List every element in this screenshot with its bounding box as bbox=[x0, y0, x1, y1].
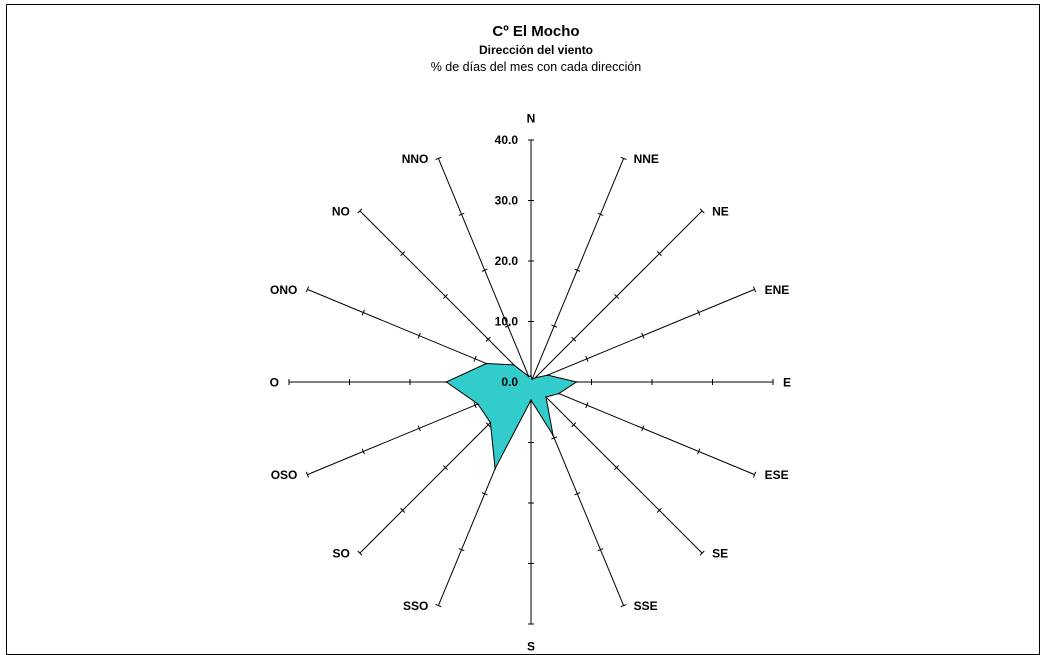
data-point-ese bbox=[558, 392, 560, 395]
tick-mark-ese-2 bbox=[641, 425, 645, 432]
direction-label-sso: SSO bbox=[403, 599, 428, 613]
tick-mark-ono-4 bbox=[305, 286, 310, 293]
tick-mark-sso-3 bbox=[458, 548, 465, 552]
direction-label-n: N bbox=[527, 112, 536, 126]
data-point-ono bbox=[485, 362, 488, 365]
data-point-ne bbox=[534, 376, 537, 379]
tick-mark-no-3 bbox=[400, 251, 406, 257]
data-point-o bbox=[445, 381, 448, 383]
tick-mark-se-4 bbox=[699, 550, 705, 556]
data-point-nno bbox=[527, 375, 530, 378]
direction-label-sse: SSE bbox=[634, 599, 658, 613]
tick-mark-sse-2 bbox=[574, 492, 581, 496]
direction-label-ese: ESE bbox=[765, 468, 789, 482]
tick-mark-nne-2 bbox=[574, 268, 581, 272]
tick-mark-nne-4 bbox=[620, 156, 627, 161]
tick-mark-no-1 bbox=[485, 336, 491, 342]
tick-mark-nno-2 bbox=[481, 268, 488, 272]
data-point-n bbox=[530, 375, 532, 377]
tick-mark-ono-2 bbox=[417, 332, 421, 339]
data-point-s bbox=[530, 399, 532, 401]
data-point-oso bbox=[477, 403, 479, 405]
radial-tick-label: 30.0 bbox=[495, 194, 519, 208]
tick-mark-ne-2 bbox=[614, 293, 620, 299]
data-point-e bbox=[575, 381, 578, 383]
direction-label-ene: ENE bbox=[765, 283, 790, 297]
chart-caption: % de días del mes con cada dirección bbox=[430, 60, 642, 74]
tick-mark-ne-4 bbox=[699, 208, 705, 214]
chart-subtitle: Dirección del viento bbox=[478, 43, 594, 57]
tick-mark-se-2 bbox=[614, 465, 620, 471]
tick-mark-sse-4 bbox=[620, 603, 627, 608]
tick-mark-ese-4 bbox=[752, 471, 757, 478]
radial-tick-label: 0.0 bbox=[501, 375, 518, 389]
tick-mark-ono-1 bbox=[473, 355, 477, 362]
direction-label-so: SO bbox=[333, 547, 350, 561]
series-layer bbox=[445, 362, 578, 471]
radial-tick-label: 20.0 bbox=[495, 254, 519, 268]
tick-mark-nne-3 bbox=[597, 212, 604, 216]
tick-mark-sse-1 bbox=[551, 436, 558, 440]
tick-mark-no-2 bbox=[442, 293, 448, 299]
direction-label-ono: ONO bbox=[270, 283, 297, 297]
data-point-sse bbox=[552, 434, 554, 436]
direction-label-ne: NE bbox=[712, 204, 729, 218]
tick-mark-oso-1 bbox=[473, 402, 477, 409]
tick-mark-sso-2 bbox=[481, 492, 488, 496]
direction-label-e: E bbox=[783, 376, 791, 390]
tick-mark-sse-3 bbox=[597, 548, 604, 552]
direction-label-nne: NNE bbox=[634, 152, 659, 166]
tick-mark-se-3 bbox=[656, 507, 662, 513]
data-point-se bbox=[545, 396, 547, 398]
chart-frame bbox=[6, 4, 1040, 655]
tick-mark-so-2 bbox=[442, 465, 448, 471]
tick-mark-ne-3 bbox=[656, 251, 662, 257]
tick-mark-se-1 bbox=[571, 422, 577, 428]
direction-label-o: O bbox=[270, 376, 279, 390]
tick-mark-nne-1 bbox=[551, 324, 558, 328]
tick-mark-nno-3 bbox=[458, 212, 465, 216]
direction-label-nno: NNO bbox=[402, 152, 429, 166]
tick-mark-oso-4 bbox=[305, 471, 310, 478]
tick-mark-oso-3 bbox=[361, 448, 365, 455]
tick-mark-ene-2 bbox=[641, 332, 645, 339]
radial-tick-label: 40.0 bbox=[495, 133, 519, 147]
tick-mark-ono-3 bbox=[361, 309, 365, 316]
direction-label-no: NO bbox=[332, 204, 350, 218]
tick-mark-nno-1 bbox=[504, 324, 511, 328]
chart-titles: Cº El Mocho Dirección del viento % de dí… bbox=[0, 23, 1048, 75]
direction-labels: N NNE NE ENE E ESE SE SSE S SSO SO OSO O ONO NO NNO bbox=[270, 112, 791, 654]
tick-mark-ene-1 bbox=[585, 355, 589, 362]
tick-mark-so-4 bbox=[357, 550, 363, 556]
direction-label-oso: OSO bbox=[271, 468, 298, 482]
direction-label-s: S bbox=[527, 640, 535, 654]
tick-mark-so-1 bbox=[485, 422, 491, 428]
data-point-ene bbox=[547, 374, 549, 376]
tick-mark-oso-2 bbox=[417, 425, 421, 432]
tick-mark-ese-3 bbox=[697, 448, 701, 455]
radial-tick-labels: 0.0 10.0 20.0 30.0 40.0 bbox=[495, 133, 519, 389]
direction-label-se: SE bbox=[712, 547, 728, 561]
data-point-nne bbox=[531, 378, 533, 381]
tick-mark-ese-1 bbox=[585, 402, 589, 409]
tick-mark-no-4 bbox=[357, 208, 363, 214]
tick-mark-so-3 bbox=[400, 507, 406, 513]
data-point-so bbox=[489, 421, 492, 424]
chart-title: Cº El Mocho bbox=[492, 23, 580, 40]
data-point-sso bbox=[494, 467, 496, 470]
tick-mark-ne-1 bbox=[571, 336, 577, 342]
tick-mark-ene-4 bbox=[752, 286, 757, 293]
tick-mark-sso-4 bbox=[435, 603, 442, 608]
data-point-no bbox=[513, 364, 515, 366]
radial-tick-label: 10.0 bbox=[495, 315, 519, 329]
tick-mark-nno-4 bbox=[435, 156, 442, 161]
tick-mark-ene-3 bbox=[697, 309, 701, 316]
